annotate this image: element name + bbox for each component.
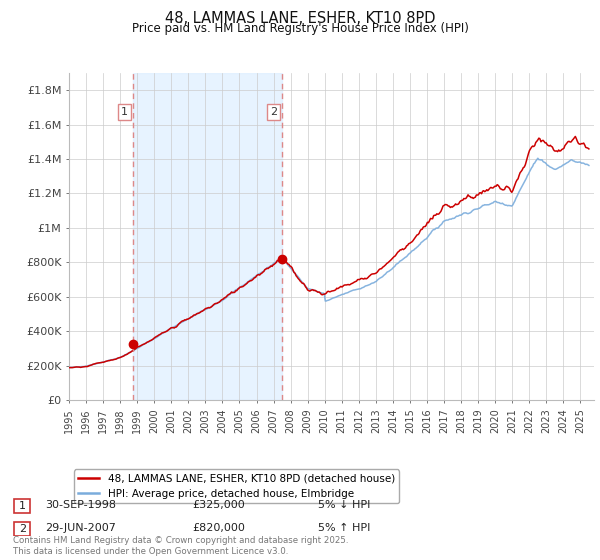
Text: Price paid vs. HM Land Registry's House Price Index (HPI): Price paid vs. HM Land Registry's House … (131, 22, 469, 35)
Legend: 48, LAMMAS LANE, ESHER, KT10 8PD (detached house), HPI: Average price, detached : 48, LAMMAS LANE, ESHER, KT10 8PD (detach… (74, 469, 399, 503)
Text: £820,000: £820,000 (192, 522, 245, 533)
Text: 5% ↑ HPI: 5% ↑ HPI (318, 522, 370, 533)
Bar (133, 73, 282, 400)
Text: 29-JUN-2007: 29-JUN-2007 (45, 522, 116, 533)
Text: 2: 2 (19, 524, 26, 534)
FancyBboxPatch shape (14, 499, 30, 514)
Text: 5% ↓ HPI: 5% ↓ HPI (318, 500, 370, 510)
Text: 1: 1 (121, 107, 128, 117)
Text: 2: 2 (270, 107, 277, 117)
Text: £325,000: £325,000 (192, 500, 245, 510)
FancyBboxPatch shape (14, 521, 30, 536)
Text: 48, LAMMAS LANE, ESHER, KT10 8PD: 48, LAMMAS LANE, ESHER, KT10 8PD (165, 11, 435, 26)
Text: 30-SEP-1998: 30-SEP-1998 (45, 500, 116, 510)
Text: Contains HM Land Registry data © Crown copyright and database right 2025.
This d: Contains HM Land Registry data © Crown c… (13, 536, 349, 556)
Text: 1: 1 (19, 501, 26, 511)
